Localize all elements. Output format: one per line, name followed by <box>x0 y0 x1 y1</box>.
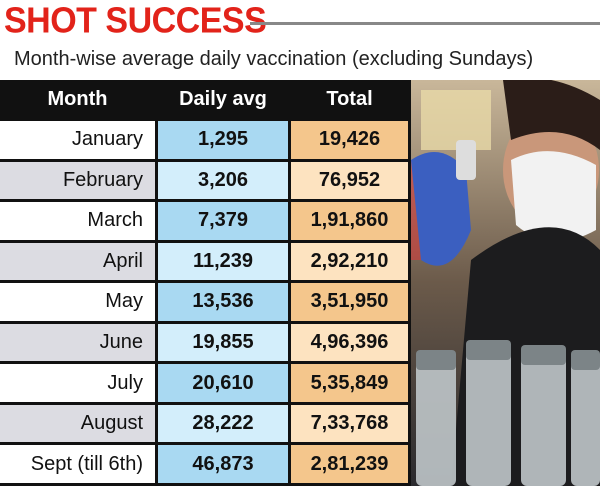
month-cell: February <box>0 161 155 200</box>
month-cell: January <box>0 121 155 159</box>
total-cell: 3,51,950 <box>291 283 408 321</box>
month-cell: July <box>0 364 155 402</box>
table: Month Daily avg Total January 1,295 19,426 Feb… <box>0 80 411 486</box>
column-header: Total <box>326 88 373 110</box>
total-cell: 2,92,210 <box>291 242 408 281</box>
title: SHOT SUCCESS <box>4 1 267 41</box>
daily-avg-cell: 46,873 <box>158 445 288 483</box>
month-cell: April <box>0 242 155 281</box>
daily-avg-cell: 28,222 <box>158 404 288 443</box>
daily-avg-cell: 3,206 <box>158 161 288 200</box>
daily-avg-cell: 20,610 <box>158 364 288 402</box>
daily-avg-cell: 1,295 <box>158 121 288 159</box>
subtitle: Month-wise average daily vaccination (ex… <box>14 48 534 70</box>
daily-avg-cell: 13,536 <box>158 283 288 321</box>
month-cell: August <box>0 404 155 443</box>
photo <box>411 80 600 486</box>
total-cell: 1,91,860 <box>291 202 408 240</box>
daily-avg-cell: 11,239 <box>158 242 288 281</box>
daily-avg-cell: 7,379 <box>158 202 288 240</box>
total-cell: 4,96,396 <box>291 323 408 362</box>
total-cell: 76,952 <box>291 161 408 200</box>
total-cell: 19,426 <box>291 121 408 159</box>
column-header: Daily avg <box>179 88 267 110</box>
total-cell: 2,81,239 <box>291 445 408 483</box>
month-cell: Sept (till 6th) <box>0 445 155 483</box>
column-header: Month <box>47 88 108 110</box>
total-cell: 7,33,768 <box>291 404 408 443</box>
rule <box>250 22 600 25</box>
month-cell: March <box>0 202 155 240</box>
month-cell: June <box>0 323 155 362</box>
total-cell: 5,35,849 <box>291 364 408 402</box>
daily-avg-cell: 19,855 <box>158 323 288 362</box>
month-cell: May <box>0 283 155 321</box>
